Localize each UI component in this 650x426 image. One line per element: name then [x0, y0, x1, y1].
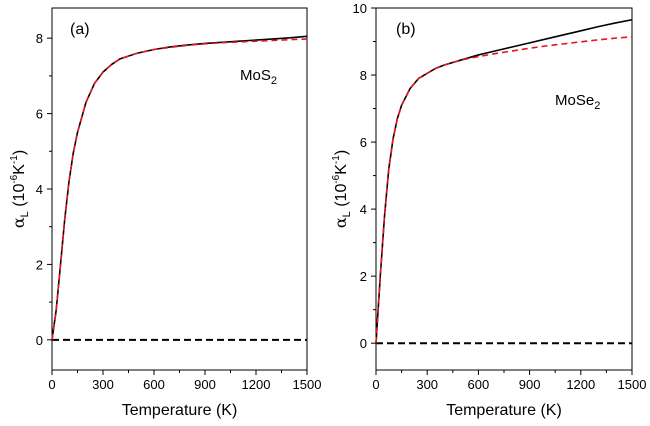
y-label-unit-mid: K: [11, 164, 28, 175]
material-base: MoS: [240, 67, 271, 84]
material-subscript: 2: [594, 100, 600, 112]
y-label-alpha-subscript: L: [19, 211, 31, 217]
x-axis-ticks: 0 300 600 900 1200 1500: [372, 370, 646, 392]
x-tick-label: 600: [143, 377, 165, 392]
plot-frame: [375, 7, 633, 371]
x-tick-label: 1200: [242, 377, 271, 392]
x-tick-label: 0: [48, 377, 55, 392]
x-tick-label: 1500: [293, 377, 322, 392]
y-tick-label: 0: [36, 333, 43, 348]
y-tick-label: 2: [360, 269, 367, 284]
x-axis-ticks: 0 300 600 900 1200 1500: [48, 370, 321, 392]
y-tick-label: 10: [353, 1, 367, 16]
x-tick-label: 900: [519, 377, 541, 392]
data-series: [375, 18, 633, 345]
y-label-unit-close: ): [11, 150, 28, 155]
series-line-dashed: [51, 38, 308, 340]
x-tick-label: 300: [416, 377, 438, 392]
x-axis-label: Temperature (K): [122, 402, 238, 419]
y-label-alpha: α: [331, 217, 350, 228]
y-axis-label: αL (10-6K-1): [9, 150, 31, 228]
y-tick-label: 0: [360, 336, 367, 351]
y-label-alpha: α: [9, 217, 28, 228]
y-label-alpha-subscript: L: [341, 211, 353, 217]
x-tick-label: 1200: [566, 377, 595, 392]
x-tick-label: 300: [92, 377, 114, 392]
y-label-unit-close: ): [333, 150, 350, 155]
panel-label: (b): [396, 21, 416, 38]
y-label-sup-2: -1: [9, 155, 20, 164]
series-line-solid: [51, 35, 308, 340]
panel-label: (a): [70, 21, 90, 38]
y-tick-label: 8: [36, 31, 43, 46]
material-subscript: 2: [271, 75, 277, 87]
y-label-unit-open: (10: [333, 184, 350, 212]
x-tick-label: 0: [372, 377, 379, 392]
data-series: [51, 35, 308, 341]
y-tick-label: 4: [360, 202, 367, 217]
plot-frame: [51, 7, 308, 371]
y-label-sup-1: -6: [9, 174, 20, 183]
x-tick-label: 600: [468, 377, 490, 392]
y-label-sup-1: -6: [331, 174, 342, 183]
y-tick-label: 4: [36, 182, 43, 197]
y-tick-label: 6: [36, 107, 43, 122]
y-tick-label: 8: [360, 68, 367, 83]
x-tick-label: 900: [194, 377, 216, 392]
series-line-dashed: [375, 36, 633, 344]
material-base: MoSe: [555, 92, 594, 109]
series-line-solid: [375, 18, 633, 344]
y-label-unit-open: (10: [11, 184, 28, 212]
x-tick-label: 1500: [618, 377, 647, 392]
y-tick-label: 6: [360, 135, 367, 150]
y-axis-ticks: 0 2 4 6 8: [36, 31, 52, 348]
y-axis-label: αL (10-6K-1): [331, 150, 353, 228]
x-axis-label: Temperature (K): [446, 402, 562, 419]
material-label: MoS2: [240, 67, 277, 87]
y-label-sup-2: -1: [331, 155, 342, 164]
y-axis-ticks: 0 2 4 6 8 10: [353, 1, 376, 351]
y-label-unit-mid: K: [333, 164, 350, 175]
material-label: MoSe2: [555, 92, 600, 112]
y-tick-label: 2: [36, 257, 43, 272]
